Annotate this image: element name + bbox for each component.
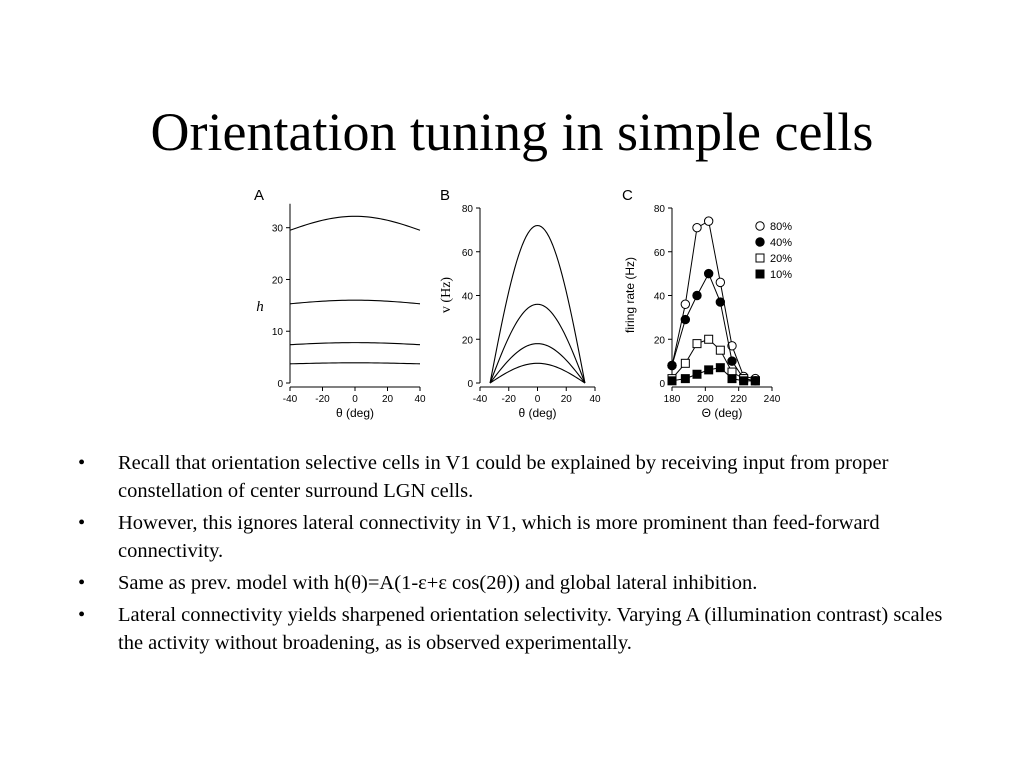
data-point — [715, 363, 725, 373]
bullet-item: • Recall that orientation selective cell… — [78, 449, 958, 505]
bullet-dot: • — [78, 604, 86, 626]
figure-chart: A 0 10 20 30 -40 -20 0 20 40 θ (deg) h B 0 20 40 60 80 -40… — [254, 187, 792, 420]
data-point — [704, 334, 714, 344]
y-tick-label: 40 — [654, 292, 666, 303]
y-tick-label: 40 — [462, 292, 474, 303]
data-point — [727, 341, 737, 351]
bullet-text: Same as prev. model with h(θ)=A(1-ε+ε co… — [118, 572, 758, 594]
y-tick-label: 0 — [467, 379, 473, 390]
bullet-text: Lateral connectivity yields sharpened or… — [118, 604, 943, 654]
series-line — [289, 342, 421, 346]
data-point — [680, 358, 690, 368]
y-axis-label: h — [256, 299, 264, 315]
y-tick-label: 20 — [272, 275, 284, 286]
data-point — [680, 299, 691, 309]
legend-label: 20% — [770, 253, 792, 265]
x-tick-label: 240 — [764, 394, 781, 405]
panel-letter: B — [440, 187, 450, 204]
data-point — [692, 222, 702, 233]
x-tick-label: -20 — [315, 394, 330, 405]
series-line — [489, 303, 586, 384]
data-point — [715, 345, 725, 355]
x-tick-label: 0 — [535, 394, 541, 405]
bullet-item: • Lateral connectivity yields sharpened … — [78, 601, 958, 657]
x-tick-label: -20 — [502, 394, 517, 405]
bullet-list: • Recall that orientation selective cell… — [78, 449, 958, 661]
bullet-dot: • — [78, 512, 86, 534]
bullet-text: However, this ignores lateral connectivi… — [118, 512, 880, 562]
legend-marker — [755, 269, 765, 279]
bullet-text: Recall that orientation selective cells … — [118, 452, 889, 502]
bullet-item: • However, this ignores lateral connecti… — [78, 509, 958, 565]
legend-marker — [755, 237, 765, 247]
x-axis-label: Θ (deg) — [702, 406, 743, 420]
data-point — [680, 314, 691, 325]
y-tick-label: 10 — [272, 327, 284, 338]
data-point — [704, 365, 714, 375]
series-line — [289, 299, 421, 305]
data-point — [715, 277, 726, 288]
data-point — [680, 374, 690, 384]
y-tick-label: 20 — [462, 335, 474, 346]
x-tick-label: 180 — [664, 394, 681, 405]
bullet-item: • Same as prev. model with h(θ)=A(1-ε+ε … — [78, 569, 958, 597]
y-tick-label: 30 — [272, 224, 284, 235]
series-line — [671, 220, 756, 380]
data-point — [703, 268, 714, 279]
series-line — [489, 224, 586, 384]
data-point — [727, 374, 737, 384]
x-axis-label: θ (deg) — [518, 406, 556, 420]
x-tick-label: 20 — [561, 394, 573, 405]
x-tick-label: 40 — [414, 394, 426, 405]
data-point — [667, 360, 677, 371]
data-point — [667, 376, 677, 386]
data-point — [739, 376, 749, 386]
legend-marker — [755, 253, 765, 263]
series-line — [289, 362, 421, 365]
x-tick-label: 0 — [352, 394, 358, 405]
y-tick-label: 0 — [277, 379, 283, 390]
y-tick-label: 60 — [654, 248, 666, 259]
data-point — [727, 356, 737, 366]
y-axis-label: firing rate (Hz) — [623, 257, 637, 333]
legend-label: 40% — [770, 237, 792, 249]
data-point — [692, 290, 702, 301]
series-line — [489, 362, 586, 384]
legend-marker — [755, 221, 765, 231]
x-axis-label: θ (deg) — [336, 406, 374, 420]
data-point — [715, 297, 726, 307]
legend-label: 80% — [770, 221, 792, 233]
y-tick-label: 80 — [462, 204, 474, 215]
x-tick-label: 20 — [382, 394, 394, 405]
x-tick-label: 220 — [730, 394, 747, 405]
bullet-dot: • — [78, 572, 86, 594]
y-tick-label: 20 — [654, 335, 666, 346]
data-point — [703, 216, 714, 226]
y-tick-label: 0 — [659, 379, 665, 390]
x-tick-label: 200 — [697, 394, 714, 405]
x-tick-label: 40 — [589, 394, 601, 405]
series-line — [289, 215, 421, 231]
data-point — [692, 369, 702, 379]
y-tick-label: 60 — [462, 248, 474, 259]
x-tick-label: -40 — [283, 394, 298, 405]
data-point — [750, 376, 760, 386]
figure: A 0 10 20 30 -40 -20 0 20 40 θ (deg) h B 0 20 40 60 80 -40… — [240, 182, 800, 422]
legend-label: 10% — [770, 269, 792, 281]
slide-title: Orientation tuning in simple cells — [150, 102, 874, 162]
panel-letter: A — [254, 187, 264, 204]
y-axis-label: v (Hz) — [439, 277, 454, 313]
data-point — [692, 339, 702, 349]
bullet-dot: • — [78, 452, 86, 474]
panel-letter: C — [622, 187, 633, 204]
x-tick-label: -40 — [473, 394, 488, 405]
y-tick-label: 80 — [654, 204, 666, 215]
series-line — [489, 343, 586, 384]
